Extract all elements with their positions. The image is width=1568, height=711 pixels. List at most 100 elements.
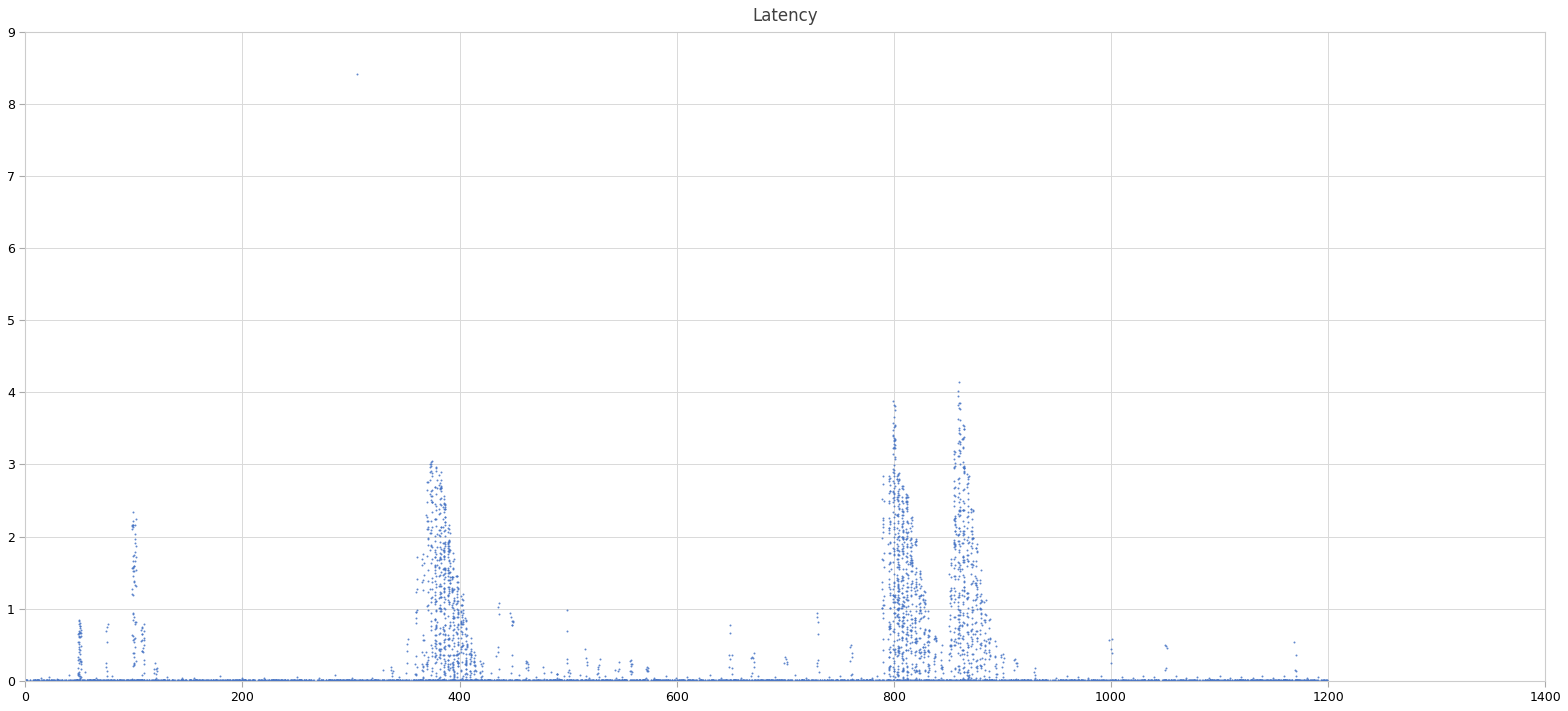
Point [20,674,45,685]
Point [132,618,157,629]
Point [146,674,171,685]
Point [906,615,931,626]
Point [585,661,610,673]
Point [892,675,917,686]
Point [232,675,257,686]
Point [610,675,635,686]
Point [83,672,108,683]
Point [855,675,880,686]
Point [185,675,210,686]
Point [119,588,144,599]
Point [878,661,903,672]
Point [1247,675,1272,686]
Point [855,674,880,685]
Point [894,568,919,579]
Point [436,566,461,577]
Point [1131,674,1156,685]
Point [108,675,133,686]
Point [414,658,439,670]
Point [961,604,986,615]
Point [1190,674,1215,685]
Point [31,674,56,685]
Point [428,604,453,615]
Point [886,670,911,681]
Point [881,576,906,587]
Point [132,639,157,651]
Point [870,634,895,645]
Point [978,675,1004,686]
Point [428,521,453,533]
Point [938,651,963,662]
Point [411,634,436,646]
Point [1033,674,1058,685]
Point [143,675,168,686]
Point [240,674,265,685]
Point [895,592,920,603]
Point [1168,675,1193,686]
Point [428,474,453,486]
Point [1011,674,1036,685]
Point [187,674,212,685]
Point [96,675,121,686]
Point [463,650,488,661]
Point [946,535,971,546]
Point [955,637,980,648]
Point [362,675,387,686]
Point [903,600,928,611]
Point [64,675,89,686]
Point [94,670,119,682]
Point [989,675,1014,686]
Point [535,675,560,686]
Point [353,675,378,686]
Point [983,671,1008,683]
Point [132,675,157,686]
Point [77,674,102,685]
Point [463,675,488,686]
Point [441,663,466,675]
Point [171,674,196,685]
Point [558,674,583,685]
Point [400,675,425,686]
Point [958,547,983,559]
Point [202,675,227,686]
Point [485,674,510,685]
Point [960,521,985,533]
Point [463,674,488,685]
Point [764,674,789,685]
Point [1243,675,1269,686]
Point [426,675,452,686]
Point [541,674,566,685]
Point [210,674,235,685]
Point [613,674,638,685]
Point [554,658,579,669]
Point [411,634,436,646]
Point [105,675,130,686]
Point [1121,674,1146,685]
Point [698,675,723,686]
Point [891,611,916,622]
Point [130,645,155,656]
Point [960,653,985,665]
Point [960,525,985,537]
Point [248,675,273,686]
Point [1267,675,1292,686]
Point [723,675,748,686]
Point [1104,675,1129,686]
Point [632,674,657,685]
Point [441,608,466,619]
Point [36,674,61,685]
Point [439,586,464,597]
Point [408,675,433,686]
Point [42,674,67,685]
Point [1159,675,1184,686]
Point [1082,675,1107,686]
Point [287,675,312,686]
Point [655,675,681,686]
Point [942,525,967,537]
Point [964,547,989,558]
Point [922,651,947,662]
Point [1135,674,1160,685]
Point [947,510,972,521]
Point [1247,675,1272,686]
Point [670,675,695,686]
